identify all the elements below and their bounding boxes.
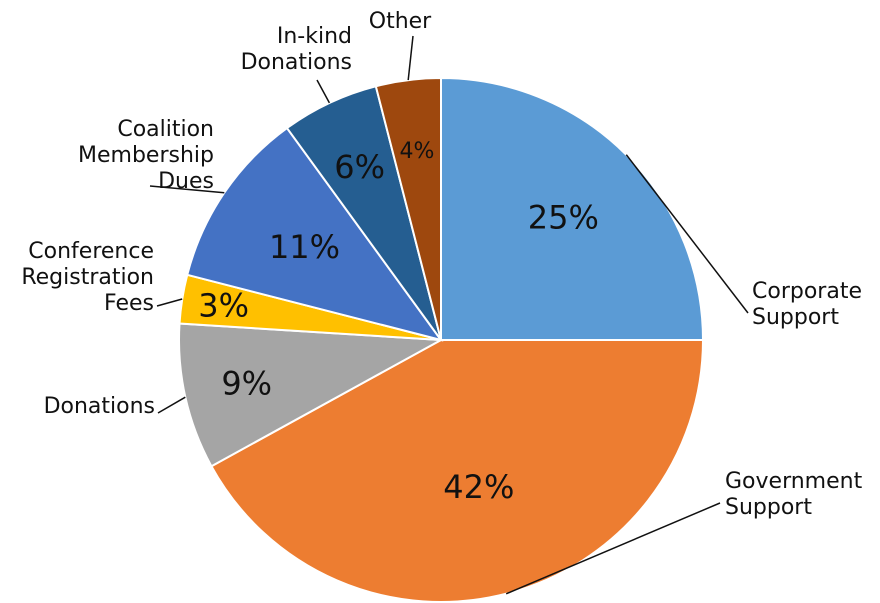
- pie-slice-other: [374, 76, 442, 341]
- leader-line-donations: [157, 396, 186, 414]
- category-label-government-support: Government Support: [725, 469, 863, 520]
- percent-label-coalition-membership-dues: 11%: [269, 228, 340, 266]
- category-label-other: Other: [369, 9, 432, 34]
- category-label-coalition-membership-dues: Coalition Membership Dues: [78, 117, 214, 194]
- percent-label-donations: 9%: [221, 364, 272, 402]
- category-label-conference-registration-fees: Conference Registration Fees: [21, 239, 154, 316]
- pie-slice-donations: [178, 322, 445, 468]
- percent-labels: 25% 42% 9% 3% 11% 6% 4%: [198, 139, 599, 506]
- leader-line-coalition-membership-dues: [149, 185, 225, 194]
- category-label-corporate-support: Corporate Support: [752, 279, 862, 330]
- leader-lines: [149, 35, 749, 595]
- leader-line-conference-registration-fees: [156, 298, 183, 307]
- category-labels: Corporate Support Government Support Donatio…: [21, 9, 862, 520]
- category-label-donations: Donations: [44, 394, 155, 419]
- pie-slice-coalition-membership-dues: [186, 126, 444, 342]
- percent-label-corporate-support: 25%: [528, 199, 599, 237]
- percent-label-government-support: 42%: [443, 468, 514, 506]
- pie-slices: [178, 76, 705, 603]
- category-label-in-kind-donations: In-kind Donations: [241, 24, 352, 75]
- leader-line-other: [407, 35, 414, 81]
- leader-line-corporate-support: [625, 154, 749, 314]
- percent-label-conference-registration-fees: 3%: [198, 287, 249, 325]
- pie-slice-government-support: [210, 339, 705, 603]
- leader-line-government-support: [505, 502, 721, 595]
- percent-label-other: 4%: [400, 139, 435, 164]
- percent-label-in-kind-donations: 6%: [334, 148, 385, 186]
- leader-line-in-kind-donations: [316, 79, 331, 104]
